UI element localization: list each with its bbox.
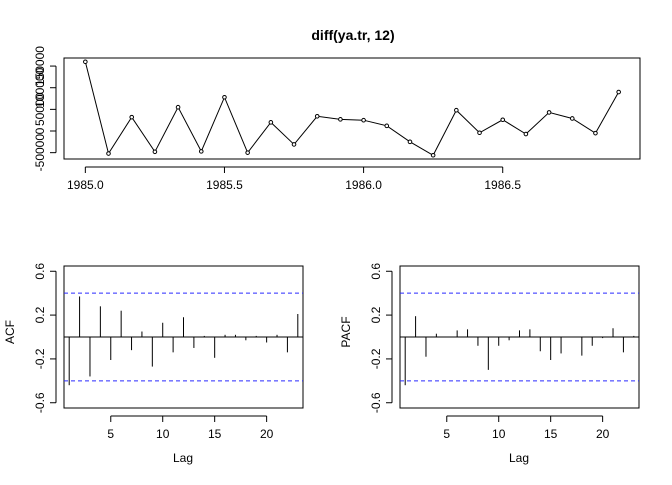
ts-point-4 [152, 149, 158, 155]
pacf-x-tick-label-4: 20 [596, 427, 610, 441]
ts-point-14 [384, 123, 390, 129]
acf-x-tick-label-1: 5 [107, 427, 114, 441]
ts-series-line [84, 61, 620, 156]
ts-x-tick-label-2: 1985.5 [206, 178, 243, 192]
ts-x-tick-label-4: 1986.5 [484, 178, 521, 192]
ts-point-19 [500, 117, 506, 123]
ts-point-3 [129, 114, 135, 120]
ts-point-16 [430, 152, 436, 158]
ts-y-tick-label-3: 50000 [33, 92, 47, 126]
acf-y-tick-label-2: -0.2 [33, 348, 47, 369]
ts-point-6 [198, 149, 204, 154]
pacf-y-tick-label-4: 0.6 [369, 263, 383, 280]
ts-point-10 [291, 142, 297, 147]
ts-point-18 [477, 130, 482, 136]
ts-point-22 [569, 116, 575, 121]
acf-ylabel: ACF [3, 320, 17, 344]
ts-point-12 [338, 117, 343, 122]
ts-point-21 [546, 110, 552, 115]
ts-point-9 [268, 120, 274, 125]
ts-point-2 [106, 151, 111, 156]
ts-point-17 [454, 107, 459, 113]
ts-point-8 [245, 150, 250, 155]
ts-point-24 [616, 89, 621, 95]
ts-point-5 [175, 104, 181, 110]
ts-point-20 [523, 131, 529, 137]
acf-x-tick-label-4: 20 [260, 427, 274, 441]
pacf-x-tick-label-1: 5 [443, 427, 450, 441]
main-title: diff(ya.tr, 12) [311, 27, 394, 43]
ts-point-11 [314, 113, 320, 119]
ts-point-13 [361, 117, 366, 123]
pacf-x-tick-label-3: 15 [544, 427, 558, 441]
ts-plot-frame [63, 57, 641, 160]
acf-y-tick-label-1: -0.6 [33, 392, 47, 413]
ts-y-tick-label-4: 100000 [33, 67, 47, 107]
pacf-y-tick-label-1: -0.6 [369, 392, 383, 413]
ts-x-tick-label-1: 1985.0 [67, 178, 104, 192]
acf-x-tick-label-3: 15 [208, 427, 222, 441]
pacf-y-tick-label-2: -0.2 [369, 348, 383, 369]
pacf-xlabel: Lag [509, 451, 529, 465]
acf-xlabel: Lag [173, 451, 193, 465]
pacf-y-tick-label-3: 0.2 [369, 306, 383, 323]
pacf-ylabel: PACF [339, 316, 353, 347]
ts-x-tick-label-3: 1986.0 [345, 178, 382, 192]
ts-y-tick-label-1: -50000 [33, 134, 47, 172]
acf-y-tick-label-3: 0.2 [33, 306, 47, 323]
acf-y-tick-label-4: 0.6 [33, 263, 47, 280]
ts-point-1 [83, 59, 88, 65]
ts-point-7 [222, 94, 227, 100]
ts-y-tick-label-2: 0 [33, 127, 47, 134]
pacf-x-tick-label-2: 10 [492, 427, 506, 441]
acf-x-tick-label-2: 10 [156, 427, 170, 441]
ts-y-tick-label-5: 150000 [33, 46, 47, 86]
ts-point-23 [593, 130, 598, 136]
ts-point-15 [407, 139, 413, 145]
